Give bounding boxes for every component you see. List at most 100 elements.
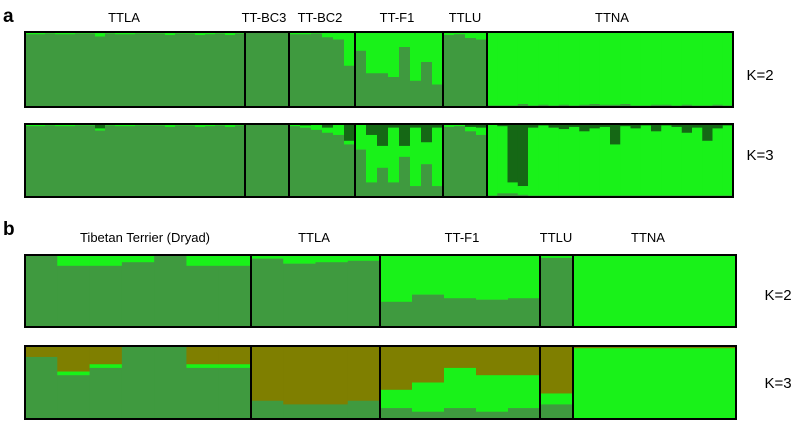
admixture-bar-segment [410,127,422,187]
admixture-bar-segment [599,126,611,196]
admixture-bar-segment [251,258,284,328]
admixture-bar-segment [289,124,301,127]
admixture-bar-segment [444,346,477,369]
admixture-bar-segment [410,80,422,108]
admixture-bar-segment [377,167,389,198]
admixture-bar-segment [569,32,580,106]
admixture-bar-segment [245,124,257,198]
admixture-bar-segment [507,32,519,106]
admixture-bar-segment [421,32,433,63]
panel-b-k3-structure-plot [24,345,737,420]
admixture-bar-segment [105,33,116,108]
panel-a-group-label-ttla: TTLA [108,10,140,25]
plot-border [24,31,734,108]
admixture-bar-segment [85,33,96,108]
admixture-bar-segment [347,255,381,262]
admixture-bar-segment [610,32,621,106]
admixture-bar-segment [465,131,477,198]
admixture-bar-segment [95,32,106,37]
admixture-bar-segment [300,125,312,128]
admixture-bar-segment [25,126,36,198]
admixture-bar-segment [300,127,312,198]
admixture-bar-segment [589,32,601,105]
admixture-bar-segment [289,126,301,198]
admixture-bar-segment [185,125,196,198]
admixture-bar-segment [195,32,206,36]
admixture-bar-segment [377,73,389,108]
admixture-bar-segment [185,33,196,108]
admixture-bar-segment [95,128,106,131]
admixture-bar-segment [155,125,166,198]
admixture-bar-segment [465,32,477,39]
admixture-bar-segment [65,124,76,127]
admixture-bar-segment [25,34,36,108]
admixture-bar-segment [444,255,477,299]
admixture-bar-segment [410,186,422,198]
admixture-bar-segment [528,127,539,196]
admixture-bar-segment [121,346,155,420]
admixture-bar-segment [476,39,488,108]
panel-b-group-label-ttlu: TTLU [540,230,573,245]
admixture-bar-segment [540,393,574,405]
admixture-bar-segment [218,346,252,365]
admixture-bar-segment [377,124,389,147]
admixture-bar-segment [558,32,570,106]
admixture-bar-segment [165,35,176,108]
admixture-bar-segment [283,346,317,405]
admixture-bar-segment [218,364,252,369]
admixture-bar-segment [702,140,714,196]
admixture-bar-segment [497,126,509,194]
plot-border [24,123,734,198]
admixture-bar-segment [476,375,509,412]
admixture-bar-segment [540,257,574,328]
admixture-bar-segment [154,346,188,420]
admixture-bar-segment [377,32,389,74]
admixture-bar-segment [432,84,444,108]
admixture-bar-segment [476,134,488,198]
panel-b-row-2-k-label: K=3 [764,375,791,392]
admixture-bar-segment [355,124,367,150]
admixture-bar-segment [65,126,76,198]
admixture-bar-segment [722,125,734,196]
admixture-bar-segment [366,124,378,136]
admixture-bar-segment [388,127,400,183]
admixture-bar-segment [256,32,268,108]
admixture-bar-segment [443,124,455,128]
admixture-bar-segment [432,127,444,187]
admixture-bar-segment [548,32,560,106]
admixture-bar-segment [620,126,632,196]
admixture-bar-segment [344,124,356,142]
admixture-bar-segment [702,32,714,106]
admixture-bar-segment [154,255,188,328]
panel-b-row-1-k-label: K=2 [764,287,791,304]
admixture-bar-segment [355,50,367,108]
admixture-bar-segment [399,47,411,108]
admixture-bar-segment [443,126,455,198]
admixture-bar-segment [579,32,591,106]
admixture-bar-segment [218,255,252,267]
admixture-bar-segment [412,255,445,295]
admixture-bar-segment [399,156,411,198]
admixture-bar-segment [333,124,345,136]
admixture-bar-segment [465,124,477,128]
admixture-bar-segment [115,126,126,198]
admixture-bar-segment [300,34,312,108]
admixture-bar-segment [283,255,317,264]
admixture-bar-segment [89,367,123,420]
admixture-bar-segment [569,126,580,196]
admixture-bar-segment [412,411,445,420]
admixture-bar-segment [347,260,381,328]
admixture-bar-segment [454,124,466,127]
admixture-bar-segment [225,126,236,198]
admixture-bar-segment [558,129,570,196]
admixture-bar-segment [25,124,36,127]
admixture-bar-segment [377,145,389,169]
admixture-bar-segment [540,404,574,420]
admixture-bar-segment [57,375,91,420]
admixture-bar-segment [322,32,334,38]
admixture-bar-segment [432,186,444,198]
admixture-bar-segment [579,124,591,132]
panel-a-group-label-ttlu: TTLU [449,10,482,25]
admixture-bar-segment [507,193,519,198]
admixture-bar-segment [508,408,541,420]
